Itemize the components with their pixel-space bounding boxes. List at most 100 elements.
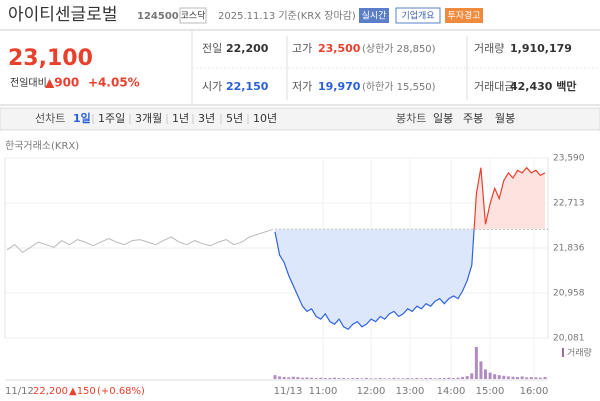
volume-bar: [314, 378, 318, 379]
x-tick-label: 14:00: [437, 386, 466, 397]
volume-bar: [465, 376, 469, 379]
volume-bar: [520, 376, 524, 379]
volume-bar: [433, 378, 437, 379]
stat-label: 거래량: [474, 42, 504, 55]
current-price: 23,100: [8, 46, 93, 71]
volume-bar: [424, 378, 428, 379]
stat-label: 저가: [292, 80, 312, 93]
volume-bar: [493, 374, 497, 379]
volume-bar: [474, 347, 478, 379]
change-rate: +4.05%: [88, 76, 140, 90]
volume-bar: [419, 378, 423, 379]
period-tab[interactable]: 1년: [172, 112, 189, 125]
period-tab[interactable]: 3개월: [135, 112, 162, 125]
y-tick-label: 23,590: [553, 154, 585, 164]
change: ▲900: [45, 76, 79, 90]
volume-bar: [291, 376, 295, 379]
tab-group-label: 선차트: [35, 112, 65, 125]
period-tab[interactable]: 3년: [198, 112, 215, 125]
volume-bar: [278, 376, 282, 379]
volume-bar: [502, 375, 506, 379]
volume-bar: [415, 378, 419, 379]
stat-label: 거래대금: [474, 80, 514, 93]
volume-bar: [429, 378, 433, 379]
date-text: 2025.11.13 기준(KRX 장마감): [218, 10, 356, 22]
volume-bar: [378, 378, 382, 379]
source: 한국거래소(KRX): [5, 140, 79, 152]
volume-bar: [332, 377, 336, 379]
stat-label: 시가: [202, 80, 222, 93]
volume-bar: [282, 377, 286, 379]
period-tab[interactable]: 10년: [253, 112, 277, 125]
volume-bar: [310, 377, 314, 379]
tab-group-label: 봉차트: [396, 112, 426, 125]
y-tick-label: 21,836: [553, 243, 585, 253]
x-tick-label: 15:00: [476, 386, 505, 397]
market-badge: [179, 7, 207, 24]
market-text: 코스닥: [181, 11, 206, 22]
footer-change: ▲150: [69, 386, 96, 397]
change-label: 전일대비: [10, 77, 47, 89]
period-tab[interactable]: 1주일: [98, 111, 125, 125]
stat-value: 1,910,179: [510, 42, 572, 55]
stat-note: (하한가 15,550): [362, 80, 436, 93]
stat-value: 23,500: [318, 42, 361, 55]
volume-bar: [300, 377, 304, 379]
area-below: [275, 229, 475, 330]
y-tick-label: 22,713: [553, 198, 585, 208]
line-below: [274, 229, 475, 331]
volume-bar: [355, 378, 359, 379]
volume-legend-swatch: [562, 348, 564, 357]
candle-tab[interactable]: 월봉: [495, 112, 515, 125]
volume-bar: [374, 378, 378, 379]
volume-bar: [401, 378, 405, 379]
volume-bar: [451, 378, 455, 379]
x-tick-label: 16:00: [520, 386, 549, 397]
volume-bar: [456, 377, 460, 379]
stat-value: 19,970: [318, 80, 361, 93]
line-above: [473, 166, 546, 230]
volume-bar: [497, 375, 501, 379]
volume-bar: [365, 378, 369, 379]
volume-bar: [369, 378, 373, 379]
stat-label: 고가: [292, 42, 312, 55]
realtime-text[interactable]: 실시간: [362, 11, 387, 22]
warning-badge: [445, 8, 483, 23]
company-button[interactable]: [395, 7, 441, 24]
realtime-button[interactable]: [359, 8, 389, 23]
volume-bar: [538, 377, 542, 379]
volume-bar: [488, 372, 492, 379]
volume-bar: [305, 377, 309, 379]
warning-text: 투자경고: [447, 10, 480, 22]
stat-value: 22,150: [226, 80, 269, 93]
volume-bar: [273, 375, 277, 379]
stat-label: 전일: [202, 41, 222, 55]
volume-label: 거래량: [567, 347, 592, 359]
volume-bar: [516, 377, 520, 379]
volume-bar: [319, 377, 323, 379]
volume-bar: [543, 377, 547, 379]
footer-rate: (+0.68%): [97, 386, 145, 397]
candle-tab[interactable]: 주봉: [463, 112, 483, 125]
x-tick-label: 11:00: [309, 386, 338, 397]
stock-code: 124500: [137, 11, 179, 22]
volume-bar: [397, 378, 401, 379]
stock-title: 아이티센글로벌: [8, 5, 117, 25]
candle-tab[interactable]: 일봉: [433, 111, 453, 125]
volume-bar: [447, 377, 451, 379]
volume-bar: [296, 377, 300, 379]
volume-bar: [387, 378, 391, 379]
volume-bar: [360, 378, 364, 379]
x-tick-label: 13:00: [396, 386, 425, 397]
volume-bar: [351, 378, 355, 379]
stat-note: (상한가 28,850): [362, 43, 436, 55]
volume-bar: [406, 378, 410, 379]
volume-bar: [470, 373, 474, 379]
period-tab[interactable]: 1일: [73, 111, 91, 125]
volume-bar: [410, 378, 414, 379]
volume-bar: [328, 378, 332, 379]
volume-bar: [342, 378, 346, 379]
company-text[interactable]: 기업개요: [401, 11, 434, 22]
period-tab[interactable]: 5년: [226, 112, 243, 125]
